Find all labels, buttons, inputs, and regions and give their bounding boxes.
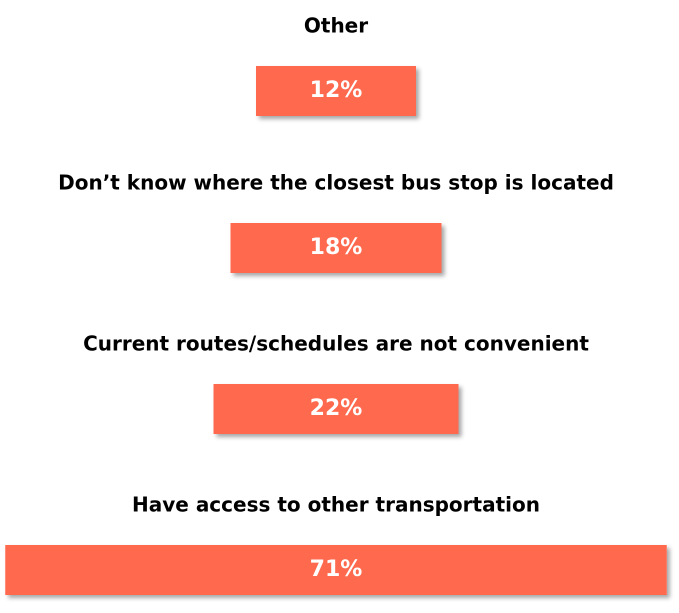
bar (5, 545, 667, 595)
category-label: Don’t know where the closest bus stop is… (58, 171, 614, 195)
category-label: Current routes/schedules are not conveni… (83, 332, 589, 356)
bar (256, 66, 416, 116)
category-label: Have access to other transportation (132, 493, 540, 517)
value-label: 12% (310, 78, 363, 103)
bar (230, 223, 442, 273)
bar (213, 384, 459, 434)
value-label: 18% (310, 235, 363, 260)
value-label: 71% (310, 557, 363, 582)
value-label: 22% (310, 396, 363, 421)
category-label: Other (304, 14, 368, 38)
